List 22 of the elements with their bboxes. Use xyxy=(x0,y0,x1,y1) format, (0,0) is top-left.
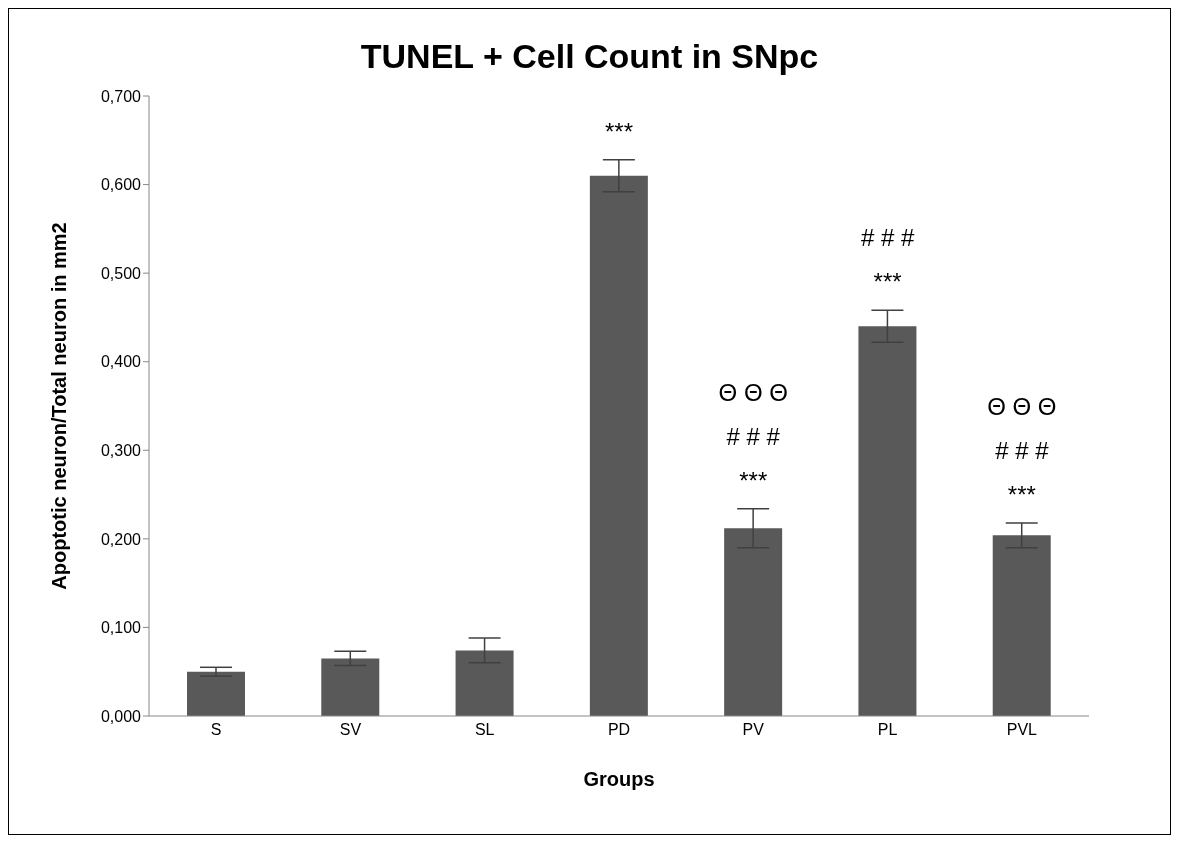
x-tick-label: PD xyxy=(607,721,631,739)
x-tick-label: SV xyxy=(339,721,362,739)
y-tick-label: 0,700 xyxy=(100,87,142,105)
y-tick-label: 0,300 xyxy=(100,441,142,459)
y-tick-label: 0,100 xyxy=(100,619,142,637)
y-tick-label: 0,600 xyxy=(100,176,142,194)
annotation: *** xyxy=(604,117,634,145)
y-axis-title: Apoptotic neuron/Total neuron in mm2 xyxy=(48,222,71,590)
y-tick-label: 0,000 xyxy=(100,707,142,725)
chart-title: TUNEL + Cell Count in SNpc xyxy=(359,37,820,76)
annotation: Θ Θ Θ # # # *** xyxy=(987,392,1057,508)
y-tick-label: 0,200 xyxy=(100,530,142,548)
x-axis-title: Groups xyxy=(583,768,655,790)
y-tick-label: 0,500 xyxy=(100,264,142,282)
x-tick-label: PVL xyxy=(1006,721,1038,739)
x-tick-label: S xyxy=(210,721,222,739)
x-tick-label: PL xyxy=(877,721,898,739)
x-tick-label: PV xyxy=(742,721,765,739)
y-tick-label: 0,400 xyxy=(100,353,142,371)
x-tick-label: SL xyxy=(474,721,495,739)
annotation: # # # *** xyxy=(860,224,915,296)
annotation: Θ Θ Θ # # # *** xyxy=(718,378,788,494)
